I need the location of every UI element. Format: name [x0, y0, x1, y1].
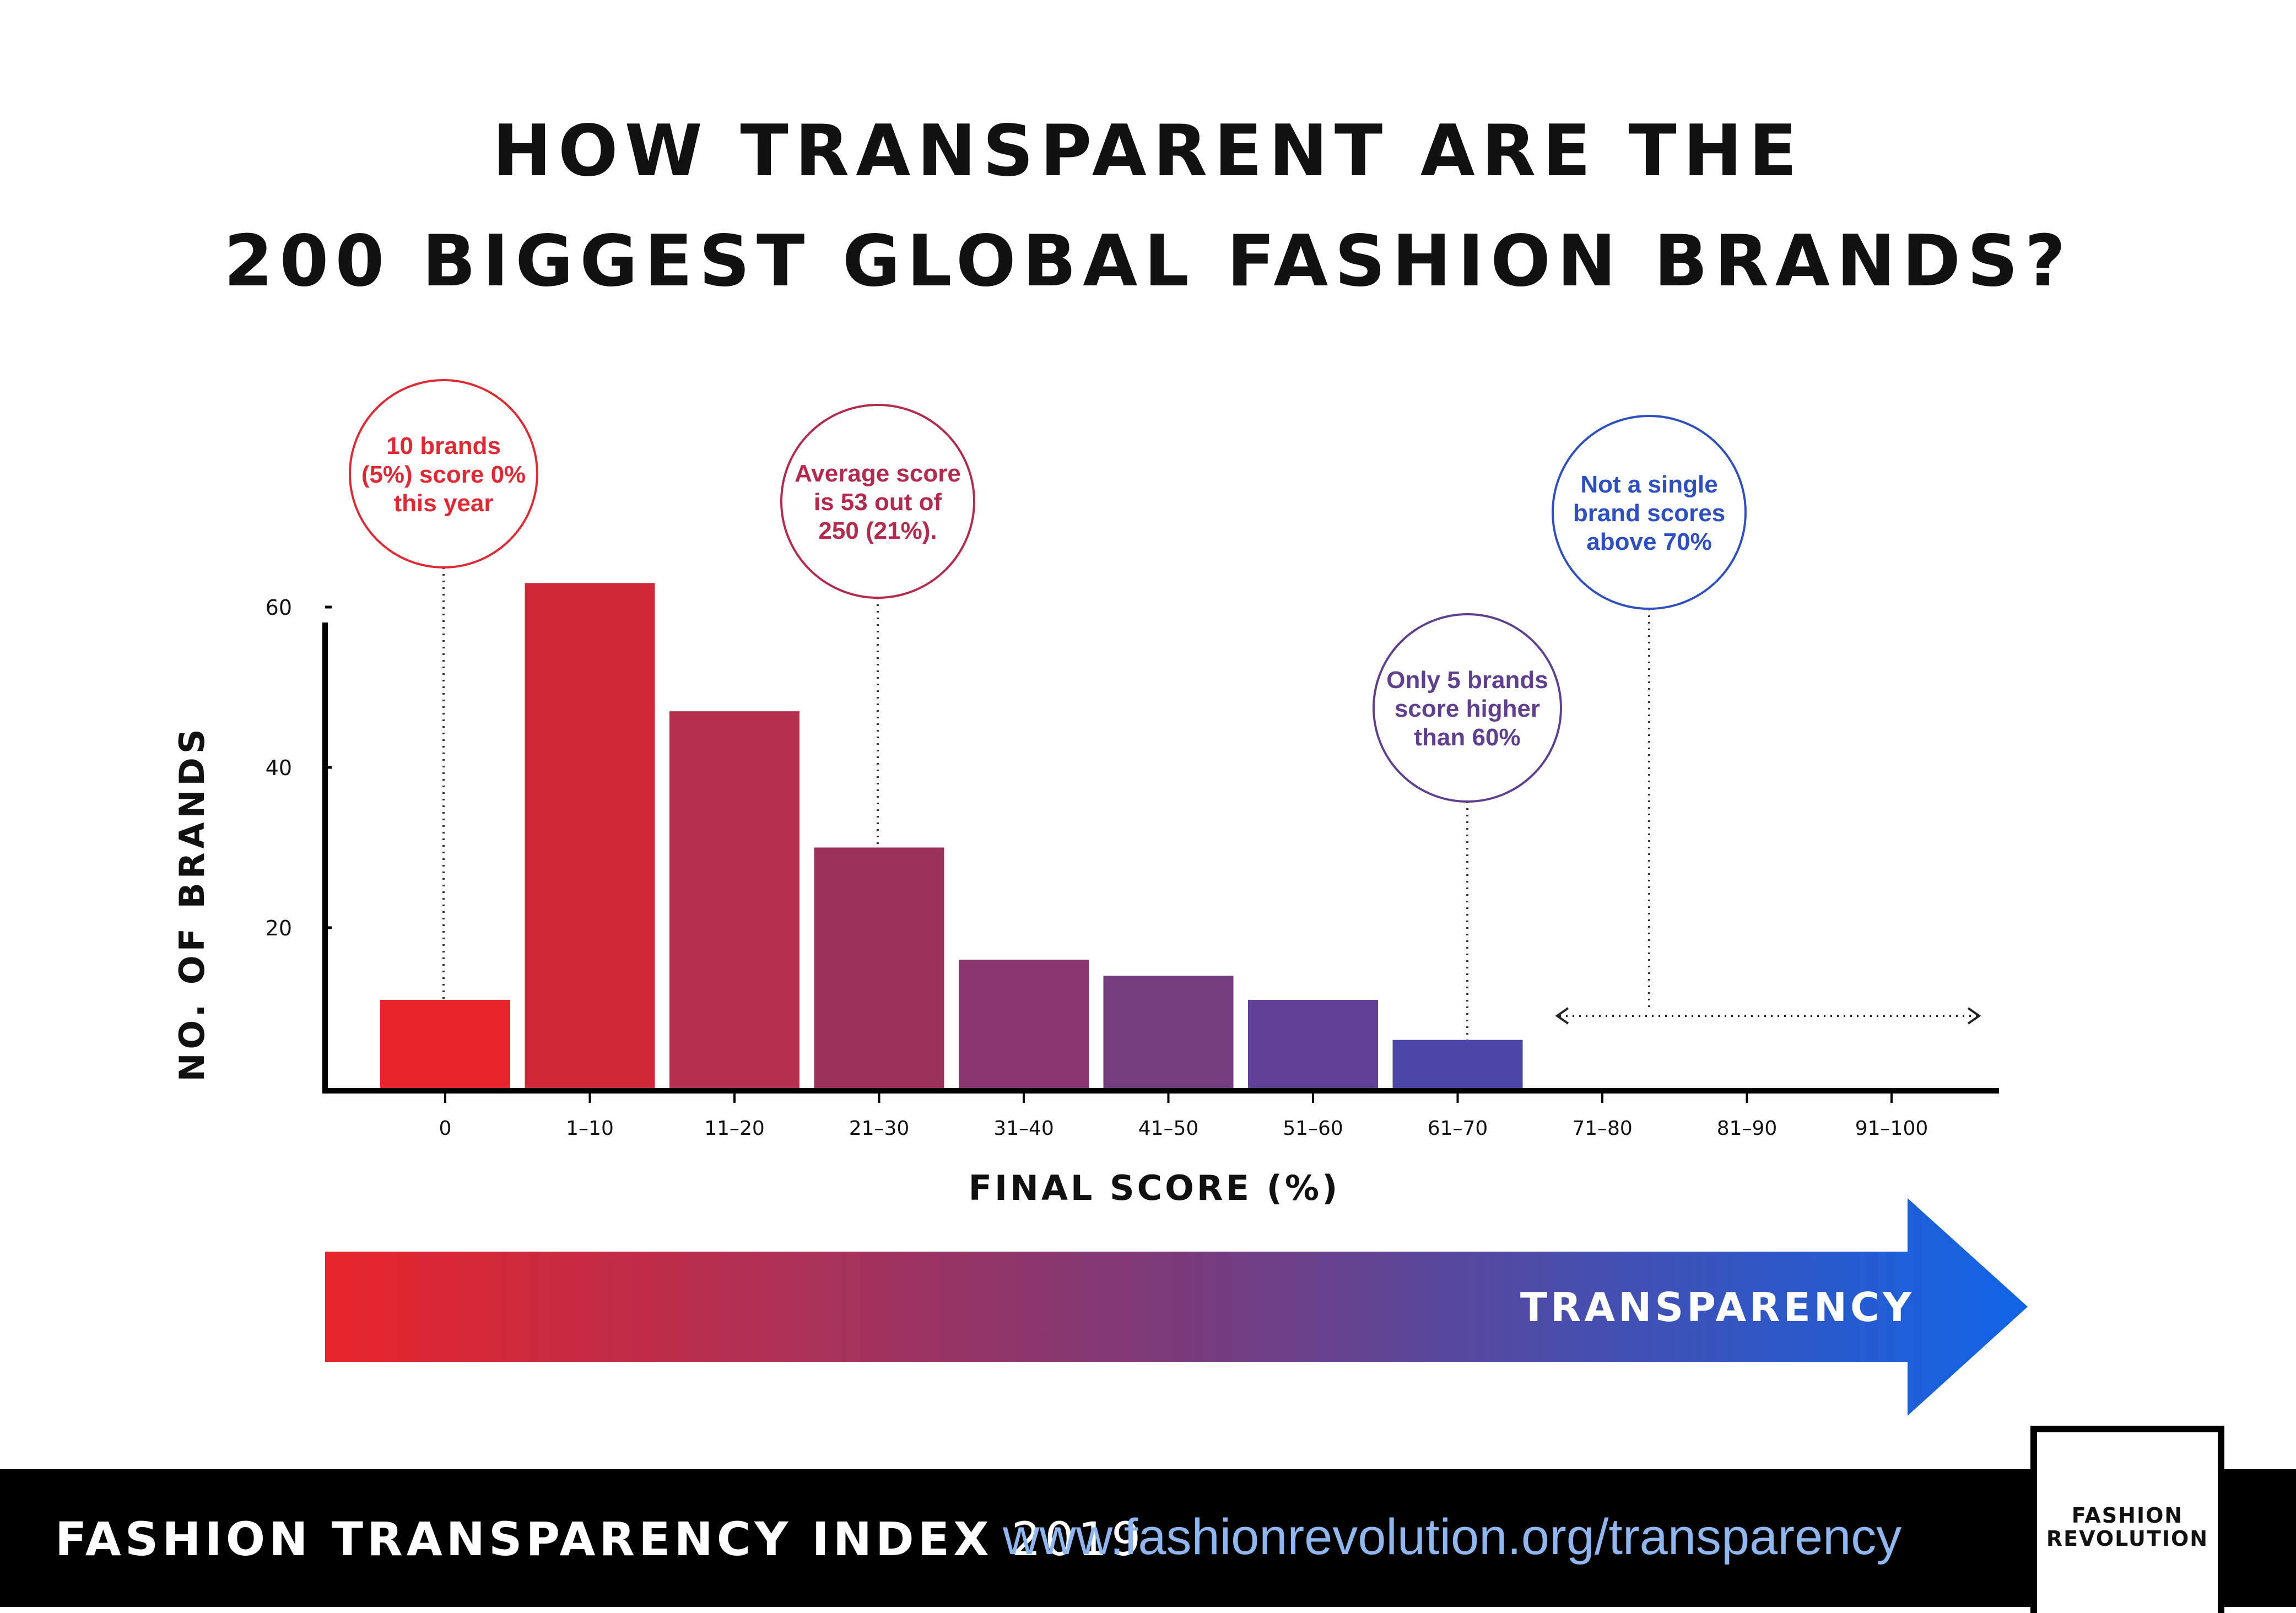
- transparency-arrow-shape: [325, 1198, 2028, 1416]
- x-tick-label: 61–70: [1428, 1117, 1488, 1140]
- y-ticks: 20 40 60: [266, 596, 332, 940]
- axes: [322, 623, 1999, 1094]
- x-axis-title: FINAL SCORE (%): [969, 1168, 1341, 1208]
- y-tick-label: 60: [266, 596, 292, 620]
- range-arrow: [1555, 1007, 1981, 1025]
- logo-text: FASHION REVOLUTION: [2037, 1504, 2218, 1550]
- annotation-text: Not a single: [1580, 471, 1717, 498]
- index-name: FASHION TRANSPARENCY INDEX: [55, 1512, 993, 1566]
- x-tick-label: 51–60: [1283, 1117, 1343, 1140]
- logo-line-2: REVOLUTION: [2046, 1527, 2209, 1551]
- x-tick-label: 71–80: [1572, 1117, 1633, 1140]
- chart-title-line-1: HOW TRANSPARENT ARE THE: [492, 110, 1804, 192]
- annotation-text: than 60%: [1414, 724, 1520, 751]
- annotation-text: (5%) score 0%: [361, 461, 526, 488]
- range-arrow-right-head: [1967, 1007, 1981, 1025]
- y-tick-label: 20: [266, 916, 292, 940]
- annotation-text: 10 brands: [386, 432, 501, 459]
- bar-21–30: [814, 847, 944, 1088]
- bar-61–70: [1392, 1040, 1523, 1088]
- footer-banner: [0, 1469, 2296, 1607]
- x-tick-label: 41–50: [1138, 1117, 1199, 1140]
- chart-canvas: 20 40 60 0 1–10 11–20 21–30 31–40 41–50 51–60 61–…: [172, 379, 2028, 1416]
- x-tick-label: 0: [439, 1117, 452, 1140]
- annotation-circle: [349, 379, 538, 569]
- annotation-leaders: [442, 567, 1650, 1041]
- annotation-text: this year: [394, 490, 494, 517]
- chart-title-line-2: 200 BIGGEST GLOBAL FASHION BRANDS?: [224, 220, 2072, 302]
- annotation-circle: [1373, 613, 1562, 803]
- annotation-text: score higher: [1395, 695, 1540, 722]
- annotation-circle: [1552, 415, 1747, 610]
- fashion-revolution-logo: FASHION REVOLUTION: [2030, 1426, 2224, 1613]
- annotation-text: 250 (21%).: [818, 517, 937, 544]
- y-tick-label: 40: [266, 756, 292, 780]
- bar-1–10: [525, 583, 655, 1088]
- transparency-label: TRANSPARENCY: [1520, 1284, 1915, 1330]
- bar-group: [380, 583, 1523, 1088]
- bar-31–40: [959, 960, 1089, 1088]
- bar-51–60: [1248, 999, 1378, 1088]
- transparency-arrow: TRANSPARENCY: [325, 1198, 2028, 1416]
- annotation-callouts: 10 brands(5%) score 0%this year Average s…: [349, 379, 1747, 803]
- x-tick-labels: 0 1–10 11–20 21–30 31–40 41–50 51–60 61–70 71–80…: [439, 1091, 1928, 1140]
- annotation-text: above 70%: [1586, 528, 1711, 555]
- x-tick-label: 31–40: [993, 1117, 1054, 1140]
- logo-line-1: FASHION: [2071, 1503, 2184, 1528]
- x-tick-label: 11–20: [704, 1117, 765, 1140]
- index-title: FASHION TRANSPARENCY INDEX 2019: [55, 1512, 1144, 1566]
- website-link[interactable]: www.fashionrevolution.org/transparency: [1003, 1509, 1902, 1565]
- x-tick-label: 91–100: [1855, 1117, 1928, 1140]
- annotation-circle: [780, 404, 975, 599]
- range-arrow-left-head: [1555, 1007, 1569, 1025]
- index-year: 2019: [1011, 1512, 1145, 1566]
- y-axis-title: NO. OF BRANDS: [172, 725, 212, 1081]
- annotation-text: is 53 out of: [814, 489, 942, 516]
- annotation-text: brand scores: [1573, 500, 1725, 527]
- bar-0: [380, 999, 510, 1088]
- bar-41–50: [1103, 976, 1234, 1088]
- bar-11–20: [669, 711, 799, 1088]
- x-tick-label: 21–30: [849, 1117, 910, 1140]
- x-tick-label: 81–90: [1717, 1117, 1778, 1140]
- x-tick-label: 1–10: [566, 1117, 614, 1140]
- annotation-text: Average score: [795, 460, 961, 487]
- annotation-text: Only 5 brands: [1386, 667, 1548, 694]
